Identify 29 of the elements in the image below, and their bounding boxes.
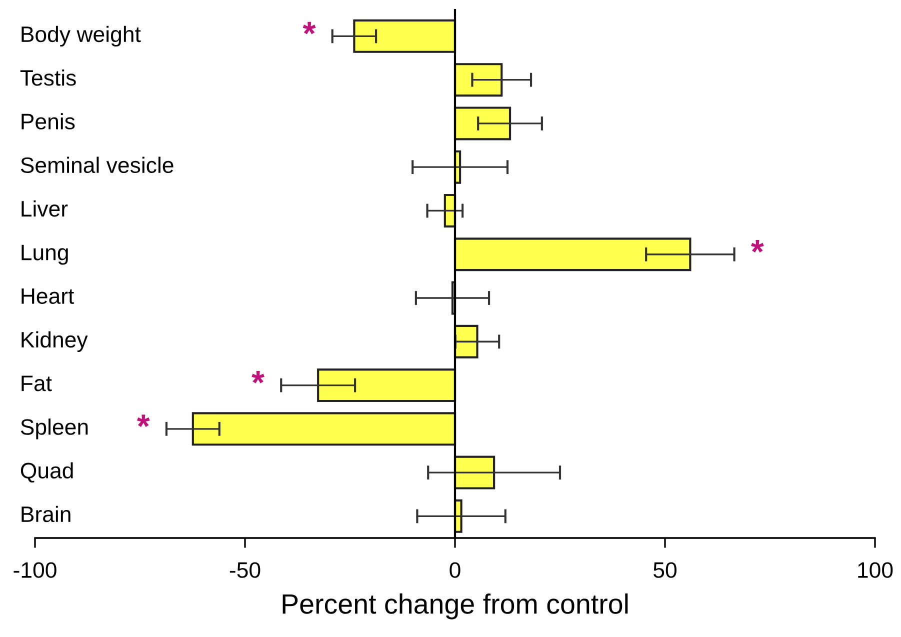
x-tick-label: 100: [858, 562, 893, 578]
y-tick-label: Body weight: [22, 26, 141, 47]
x-axis-title: Percent change from control: [282, 593, 628, 620]
bar: [317, 368, 456, 402]
bar: [353, 19, 456, 53]
y-tick-label: Seminal vesicle: [20, 156, 174, 174]
bar: [454, 324, 478, 358]
y-tick-label: Heart: [22, 288, 74, 304]
bar: [454, 238, 692, 272]
x-tick-label: 50: [654, 562, 676, 578]
bar: [192, 412, 456, 446]
y-tick-label: Penis: [22, 113, 75, 130]
annotation: *: [751, 240, 764, 252]
y-tick-label: Lung: [22, 244, 68, 265]
x-tick-label: 0: [450, 562, 460, 578]
y-tick-label: Quad: [20, 462, 73, 482]
y-tick-label: Brain: [22, 506, 70, 522]
bar: [454, 106, 512, 140]
bar: [454, 63, 503, 97]
y-tick-label: Fat: [22, 376, 52, 392]
x-tick-label: -50: [230, 562, 260, 578]
y-tick-label: Spleen: [20, 418, 88, 440]
y-tick-label: Liver: [22, 200, 68, 217]
x-tick-label: -100: [14, 562, 56, 578]
annotation: *: [136, 414, 150, 427]
annotation: *: [302, 22, 316, 34]
annotation: *: [252, 370, 264, 384]
y-tick-label: Kidney: [22, 331, 88, 352]
y-tick-label: Testis: [20, 69, 76, 86]
